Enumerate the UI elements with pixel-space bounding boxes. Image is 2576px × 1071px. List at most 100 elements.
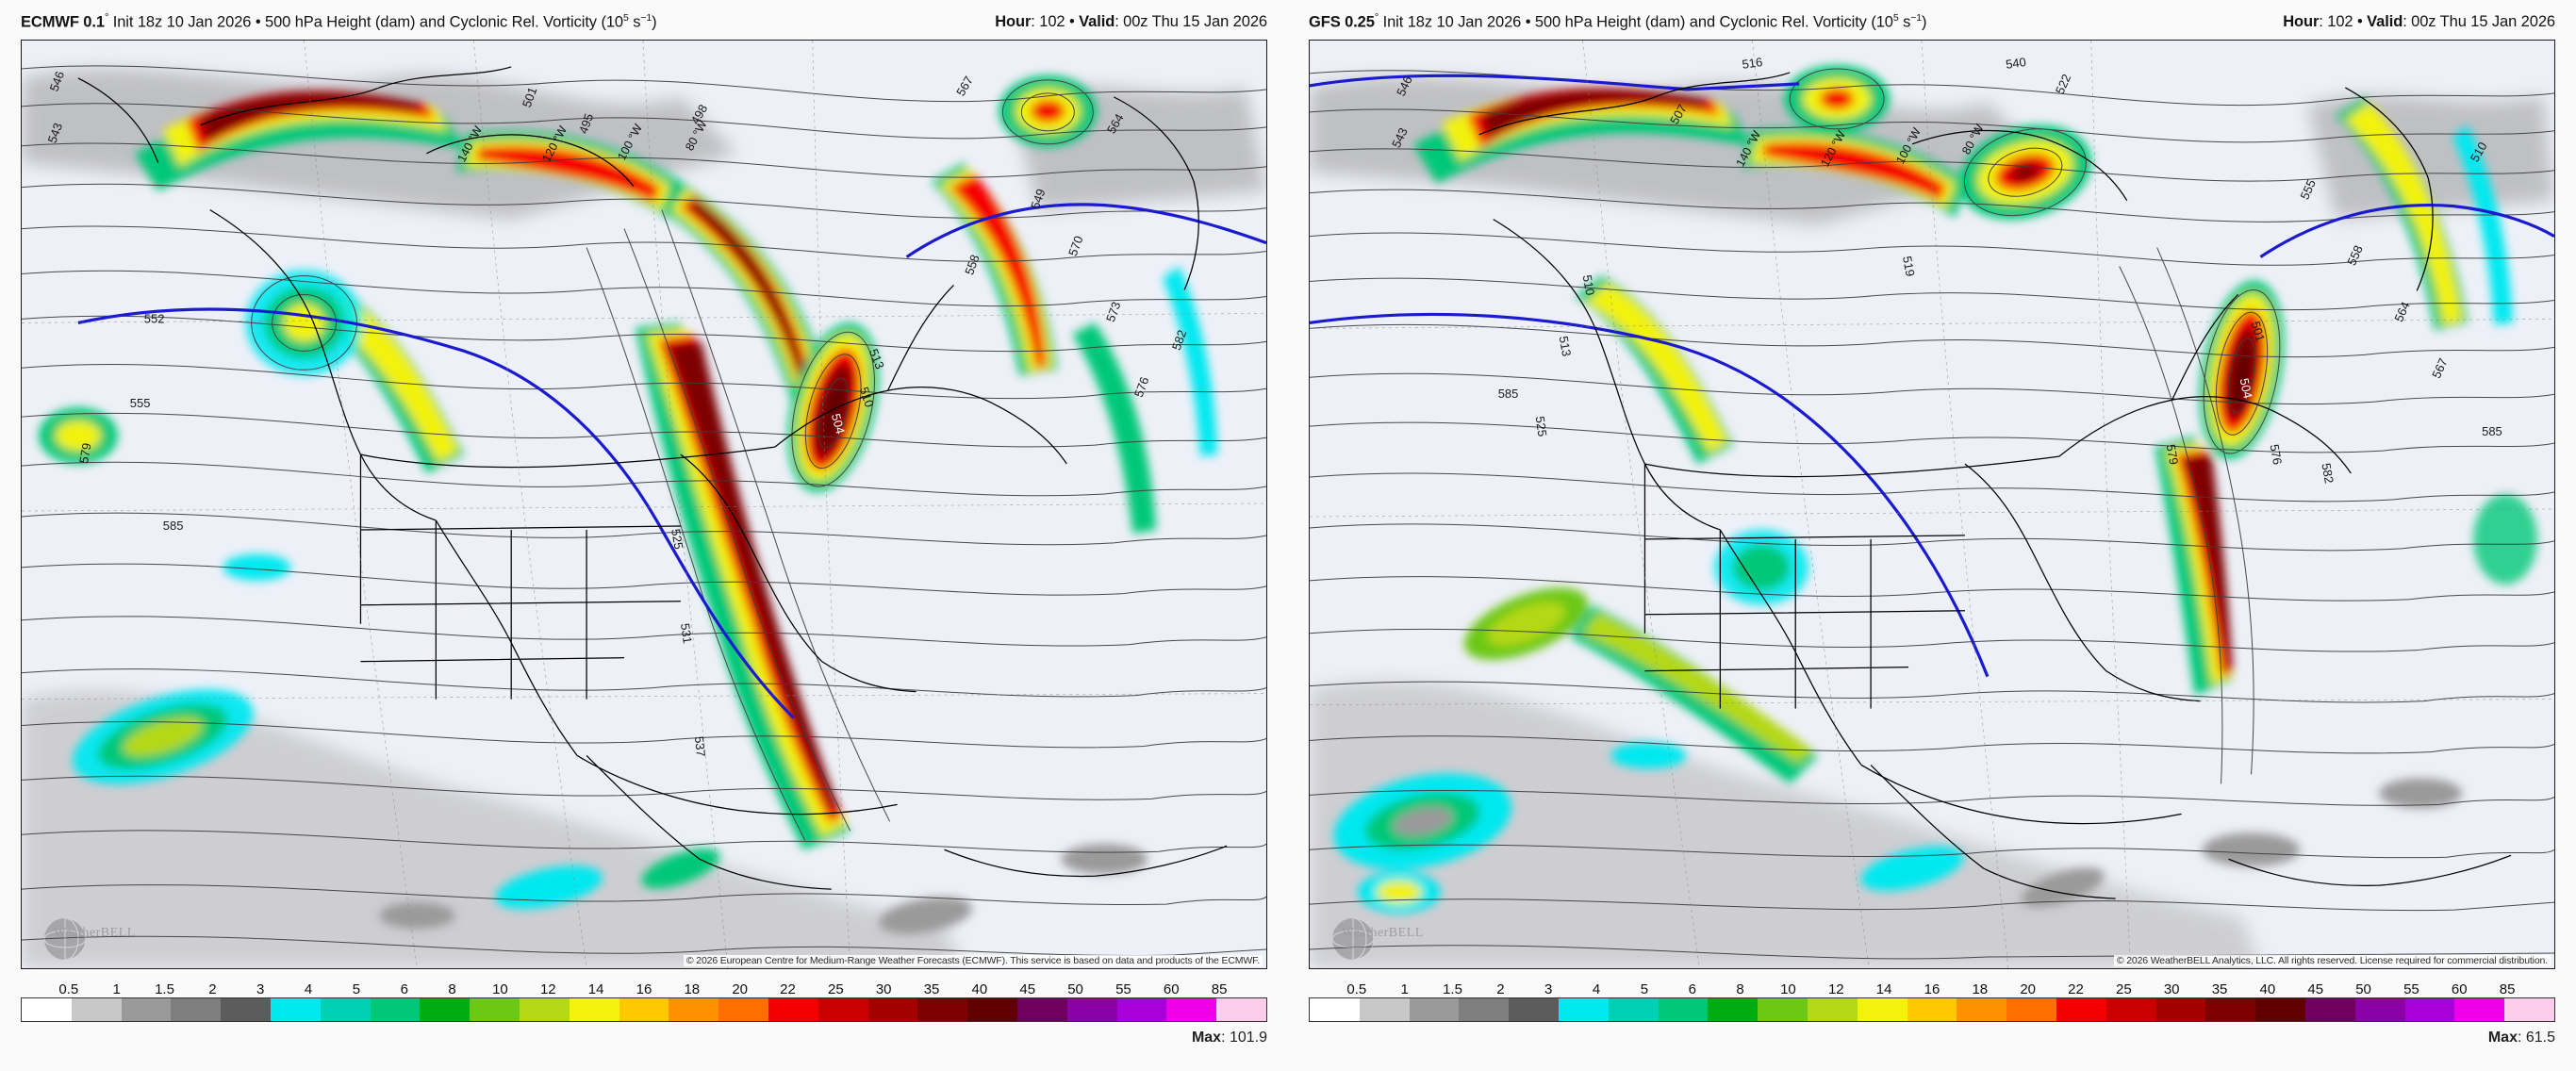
exponent-neg1-ecmwf: −1 — [640, 11, 652, 24]
colorbar-tick-label: 55 — [2403, 981, 2419, 997]
colorbar-segment — [768, 998, 818, 1021]
colorbar-segment — [2056, 998, 2106, 1021]
colorbar-tick-label: 14 — [587, 981, 604, 997]
colorbar-ticks-gfs: 0.5 1 1.5 2 3 4 5 6 8 10 12 14 16 18 20 22 25 30 35 40 45 50 5… — [1309, 979, 2555, 997]
svg-text:585: 585 — [163, 519, 184, 533]
svg-text:582: 582 — [1169, 328, 1190, 352]
geography-gfs — [1478, 72, 2512, 899]
colorbar-segment — [320, 998, 371, 1021]
graticule-ecmwf — [22, 41, 1266, 968]
colorbar-tick-label: 5 — [1640, 981, 1649, 997]
svg-text:504: 504 — [829, 412, 848, 436]
svg-text:495: 495 — [576, 111, 597, 135]
colorbar-block-ecmwf: 0.5 1 1.5 2 3 4 5 6 8 10 12 14 16 18 20 22 25 30 35 40 45 50 5… — [21, 979, 1267, 1022]
colorbar-tick-label: 1.5 — [1443, 981, 1462, 997]
colorbar-segment — [569, 998, 619, 1021]
colorbar-tick-label: 16 — [1924, 981, 1940, 997]
colorbar-tick-label: 10 — [492, 981, 508, 997]
svg-text:576: 576 — [1131, 375, 1152, 399]
degree-symbol-gfs: ° — [1374, 11, 1379, 24]
colorbar-segment — [1116, 998, 1167, 1021]
colorbar-tick-label: 16 — [636, 981, 652, 997]
svg-text:519: 519 — [1900, 255, 1918, 277]
max-value-gfs: 61.5 — [2525, 1030, 2555, 1046]
colorbar-tick-label: 1 — [112, 981, 121, 997]
colorbar-tick-label: 4 — [1592, 981, 1601, 997]
colorbar-segment — [71, 998, 122, 1021]
hour-value-gfs: 102 — [2327, 12, 2353, 30]
colorbar-tick-label: 40 — [971, 981, 988, 997]
colorbar-segment — [1016, 998, 1067, 1021]
svg-text:501: 501 — [2249, 320, 2268, 343]
svg-text:501: 501 — [520, 85, 540, 108]
colorbar-segment — [1907, 998, 1957, 1021]
svg-text:516: 516 — [1742, 55, 1764, 72]
map-canvas-ecmwf: 546 543 501 495 498 504 510 513 525 531 … — [22, 41, 1266, 968]
colorbar-tick-label: 12 — [1827, 981, 1844, 997]
svg-text:570: 570 — [1065, 234, 1086, 257]
svg-text:510: 510 — [1580, 273, 1598, 296]
panel-subtitle-tail-gfs: s — [1898, 13, 1911, 31]
geography-ecmwf — [77, 66, 1228, 890]
svg-text:576: 576 — [2268, 443, 2286, 466]
colorbar-segment — [1066, 998, 1117, 1021]
map-gfs[interactable]: 516 546 543 507 504 501 519 510 513 525 … — [1309, 40, 2555, 969]
panel-subtitle-tail-ecmwf: s — [628, 13, 641, 31]
panel-header-gfs: GFS 0.25° Init 18z 10 Jan 2026 • 500 hPa… — [1309, 8, 2555, 36]
colorbar-segment — [420, 998, 471, 1021]
colorbar-segment — [1166, 998, 1217, 1021]
svg-text:513: 513 — [867, 347, 887, 371]
colorbar-tick-label: 35 — [923, 981, 940, 997]
map-ecmwf[interactable]: 546 543 501 495 498 504 510 513 525 531 … — [21, 40, 1267, 969]
colorbar-segment — [2255, 998, 2305, 1021]
colorbar-tick-label: 10 — [1780, 981, 1796, 997]
graticule-gfs — [1310, 41, 2554, 968]
colorbar-segment — [867, 998, 918, 1021]
height-contours-gfs — [1310, 68, 2554, 960]
colorbar-tick-label: 0.5 — [1346, 981, 1367, 997]
colorbar-segment — [1409, 998, 1460, 1021]
svg-text:582: 582 — [2319, 462, 2337, 485]
max-line-gfs: Max: 61.5 — [2487, 1030, 2555, 1046]
colorbar-segment — [1558, 998, 1609, 1021]
max-line-ecmwf: Max: 101.9 — [1191, 1030, 1267, 1046]
colorbar-tick-label: 2 — [208, 981, 217, 997]
colorbar-segment — [519, 998, 570, 1021]
separator-ecmwf: • — [1065, 12, 1080, 30]
panel-subtitle-ecmwf: Init 18z 10 Jan 2026 • 500 hPa Height (d… — [108, 13, 623, 31]
panel-subtitle-close-gfs: ) — [1922, 13, 1927, 31]
attribution-ecmwf: © 2026 European Centre for Medium-Range … — [683, 955, 1263, 966]
svg-text:525: 525 — [1533, 416, 1550, 438]
colorbar-segment — [1658, 998, 1709, 1021]
colorbar-tick-label: 60 — [1163, 981, 1180, 997]
colorbar-tick-label: 25 — [2116, 981, 2132, 997]
colorbar-segment — [2354, 998, 2405, 1021]
colorbar-tick-label: 60 — [2451, 981, 2468, 997]
svg-text:540: 540 — [2005, 55, 2027, 72]
colorbar-ecmwf — [21, 997, 1267, 1022]
colorbar-tick-label: 14 — [1875, 981, 1892, 997]
svg-text:525: 525 — [669, 528, 686, 551]
hour-value-ecmwf: 102 — [1039, 12, 1065, 30]
contour-552-gfs — [1310, 74, 2554, 678]
colorbar-tick-label: 30 — [875, 981, 892, 997]
colorbar-segment — [669, 998, 719, 1021]
model-name-ecmwf: ECMWF 0.1 — [21, 13, 105, 31]
separator-gfs: • — [2353, 12, 2368, 30]
svg-text:585: 585 — [2482, 424, 2502, 438]
contour-labels-gfs: 516 546 543 507 504 501 519 510 513 525 … — [1389, 55, 2502, 485]
hour-label-ecmwf: Hour — [995, 12, 1032, 30]
svg-text:537: 537 — [692, 735, 708, 757]
colorbar-tick-label: 1.5 — [155, 981, 174, 997]
colorbar-tick-label: 55 — [1115, 981, 1131, 997]
colorbar-segment — [1758, 998, 1808, 1021]
panel-gfs: GFS 0.25° Init 18z 10 Jan 2026 • 500 hPa… — [1288, 0, 2576, 1071]
svg-text:552: 552 — [144, 311, 165, 325]
svg-text:579: 579 — [76, 442, 94, 465]
colorbar-tick-label: 85 — [1211, 981, 1228, 997]
valid-value-ecmwf: 00z Thu 15 Jan 2026 — [1123, 12, 1267, 30]
colorbar-segment — [2105, 998, 2156, 1021]
svg-text:549: 549 — [1028, 187, 1049, 210]
colorbar-segment — [22, 998, 72, 1021]
